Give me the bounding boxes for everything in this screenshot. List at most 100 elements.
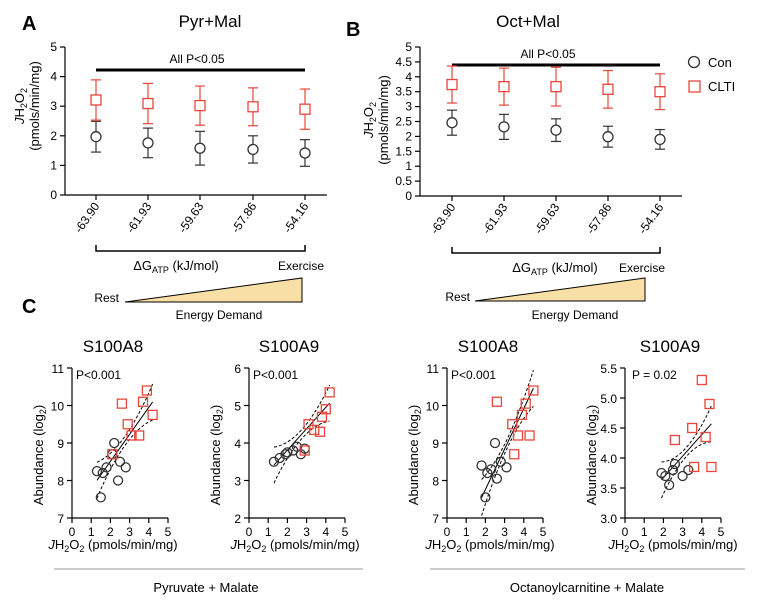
x-tick-label: -57.86 <box>228 199 259 235</box>
clti-point <box>90 94 102 106</box>
con-point <box>91 465 103 477</box>
x-tick-label: 3 <box>303 525 310 539</box>
con-point <box>669 458 681 470</box>
y-tick-label: 1 <box>50 158 57 172</box>
scatter-title: S100A8 <box>83 337 144 356</box>
y-tick-label: 10 <box>426 400 440 414</box>
x-tick-label: 5 <box>540 525 547 539</box>
con-point <box>489 437 501 449</box>
x-tick-label: -54.16 <box>635 200 666 236</box>
svg-text:(pmols/min/mg): (pmols/min/mg) <box>27 61 42 151</box>
scatter-x-label-3: JH2O2 (pmols/min/mg) <box>424 537 554 554</box>
confidence-band-lower <box>96 419 153 499</box>
x-tick-label: 4 <box>520 525 527 539</box>
clti-point <box>316 411 328 422</box>
clti-point <box>528 385 539 396</box>
y-tick-label: 9 <box>432 437 439 451</box>
clti-point <box>700 431 711 443</box>
clti-point <box>122 419 133 430</box>
x-tick-label: 5 <box>165 525 172 539</box>
legend-label-clti: CLTI <box>708 79 735 94</box>
clti-point <box>688 461 700 473</box>
x-tick-label: 0 <box>622 525 629 539</box>
svg-text:Abundance (log2): Abundance (log2) <box>208 405 225 505</box>
clti-point <box>509 449 520 460</box>
con-point <box>247 143 259 156</box>
group-label-octanoylcarnitine: Octanoylcarnitine + Malate <box>510 580 664 595</box>
y-tick-label: 11 <box>427 362 440 376</box>
clti-point <box>550 80 562 93</box>
clti-point <box>314 426 326 437</box>
clti-point <box>602 83 614 95</box>
y-tick-label: 3 <box>234 475 241 489</box>
x-tick-label: 1 <box>463 525 470 539</box>
con-point <box>476 460 487 471</box>
y-tick-label: 3 <box>405 100 412 114</box>
con-point <box>194 142 206 154</box>
x-tick-label: 4 <box>698 525 705 539</box>
x-tick-label: 5 <box>718 525 725 539</box>
rest-label: Rest <box>94 291 119 305</box>
fit-line <box>481 388 534 498</box>
y-tick-label: 10 <box>51 400 65 414</box>
clti-point <box>299 103 311 115</box>
clti-point <box>446 78 458 91</box>
con-point <box>480 492 491 503</box>
y-axis-label: JH2O2 (pmols/min/mg) <box>361 75 391 165</box>
con-point <box>664 479 675 491</box>
x-tick-label: -63.90 <box>71 199 102 235</box>
y-tick-label: 0.5 <box>395 174 412 188</box>
panel-letter-c: C <box>22 296 36 318</box>
x-tick-label: 4 <box>322 525 329 539</box>
con-point <box>654 133 666 146</box>
y-tick-label: 2 <box>234 512 241 526</box>
x-tick-label: 3 <box>126 525 133 539</box>
scatter-y-label-3: Abundance (log2) <box>406 405 423 505</box>
confidence-band-lower <box>481 405 534 516</box>
y-tick-label: 2 <box>50 129 57 143</box>
clti-point <box>507 419 518 430</box>
clti-point <box>669 434 681 446</box>
x-tick-label: -61.93 <box>123 199 154 235</box>
con-point <box>602 131 614 143</box>
con-point <box>683 464 694 476</box>
clti-point <box>704 398 715 410</box>
x-tick-label: 1 <box>641 525 648 539</box>
clti-point <box>320 404 331 415</box>
p-value: P<0.001 <box>253 368 298 382</box>
significance-label: All P<0.05 <box>169 52 224 66</box>
y-tick-label: 0 <box>50 188 57 202</box>
x-tick-label: 1 <box>265 525 272 539</box>
clti-point <box>299 445 310 456</box>
chart-title: Oct+Mal <box>496 12 560 31</box>
y-tick-label: 4.5 <box>600 422 617 436</box>
con-point <box>112 475 124 486</box>
y-tick-label: 4.0 <box>600 452 617 466</box>
y-tick-label: 5 <box>405 40 412 54</box>
clti-point <box>107 449 118 460</box>
scatter-x-label-4: JH2O2 (pmols/min/mg) <box>607 537 737 554</box>
energy-demand-wedge <box>124 277 303 303</box>
y-tick-label: 3 <box>50 99 57 113</box>
y-tick-label: 4 <box>50 70 57 84</box>
y-tick-label: 1.5 <box>395 144 412 158</box>
con-point <box>282 447 293 458</box>
confidence-band-upper <box>661 405 712 463</box>
x-tick-label: -63.90 <box>427 200 458 236</box>
panel-letter-b: B <box>346 19 360 41</box>
y-tick-label: 3.5 <box>600 482 617 496</box>
y-tick-label: 2 <box>405 129 412 143</box>
p-value: P = 0.02 <box>632 368 677 382</box>
y-tick-label: 2.5 <box>395 115 412 129</box>
con-point <box>486 464 497 475</box>
scatter-title: S100A8 <box>458 337 519 356</box>
y-axis-label: JH2O2 (pmols/min/mg) <box>12 61 42 151</box>
clti-point <box>654 86 666 98</box>
clti-point <box>142 97 154 110</box>
exercise-label: Exercise <box>278 259 324 273</box>
x-tick-label: 1 <box>88 525 95 539</box>
scatter-y-label-2: Abundance (log2) <box>208 405 225 505</box>
confidence-band-lower <box>273 420 330 484</box>
confidence-band-upper <box>96 383 154 463</box>
